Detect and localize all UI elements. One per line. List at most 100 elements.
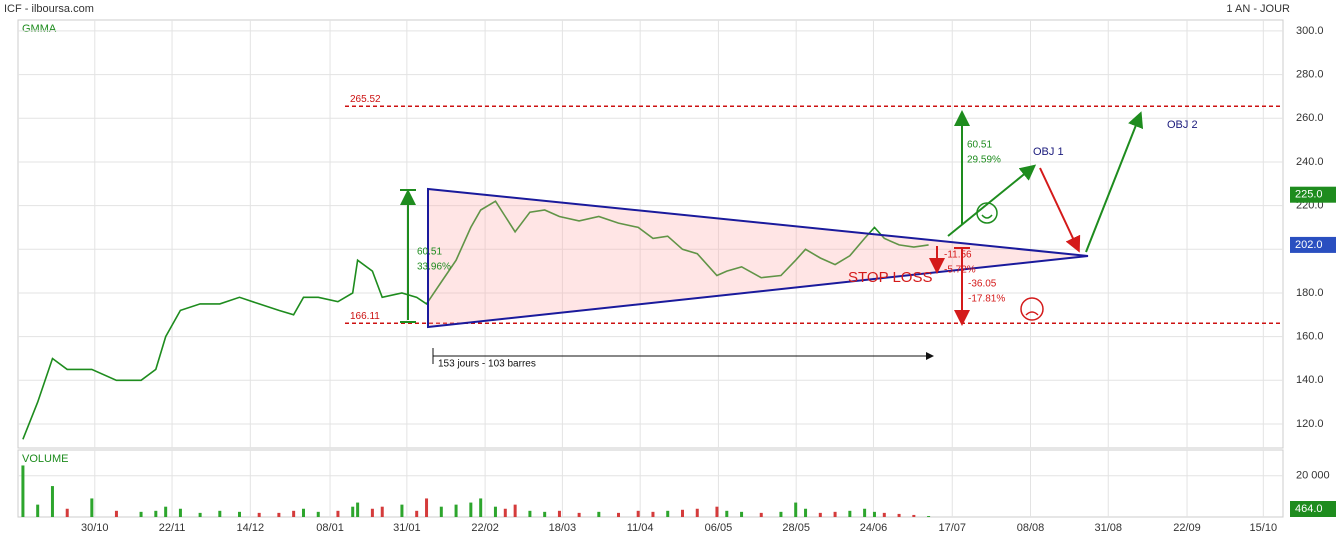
price-tag-label: 225.0 <box>1295 189 1323 201</box>
stop-loss-label: STOP LOSS <box>848 269 933 286</box>
volume-bar <box>90 498 94 517</box>
y-tick-label: 120.0 <box>1296 418 1324 430</box>
level-label: 265.52 <box>350 94 381 105</box>
x-tick-label: 24/06 <box>860 522 888 534</box>
smiley <box>981 214 993 219</box>
volume-bar <box>336 510 340 517</box>
volume-bar <box>666 510 670 517</box>
x-tick-label: 30/10 <box>81 522 109 534</box>
volume-bar <box>651 511 655 517</box>
volume-bar <box>439 506 443 517</box>
price-line <box>22 200 929 440</box>
x-tick-label: 18/03 <box>549 522 577 534</box>
volume-bar <box>178 508 182 517</box>
volume-bar <box>292 510 296 517</box>
volume-bar <box>237 511 241 517</box>
x-tick-label: 31/01 <box>393 522 421 534</box>
volume-bar <box>454 504 458 517</box>
annotations: 60.51 33.96% 153 jours - 103 barres 60.5… <box>400 110 1198 370</box>
x-tick-label: 11/04 <box>627 522 654 534</box>
volume-bar <box>21 465 25 517</box>
volume-bar <box>493 506 497 517</box>
volume-bar <box>715 506 719 517</box>
y-tick-label: 300.0 <box>1296 25 1324 37</box>
volume-bar <box>543 511 547 517</box>
volume-bar <box>218 510 222 517</box>
volume-bar <box>617 512 621 517</box>
plot: 30/10 22/11 14/12 08/01 31/01 22/02 18/03 11/04… <box>18 20 1336 534</box>
level-label: 166.11 <box>350 311 380 322</box>
annotation: 60.51 <box>417 247 442 258</box>
arrow <box>1039 167 1081 253</box>
volume-bar <box>740 511 744 517</box>
volume-bar <box>503 508 507 517</box>
x-tick-label: 08/01 <box>316 522 344 534</box>
volume-panel <box>17 449 1284 518</box>
x-tick-label: 22/02 <box>471 522 499 534</box>
frown <box>1020 297 1044 321</box>
price-panel <box>17 19 1284 449</box>
price-tag <box>1290 236 1336 253</box>
volume-bar <box>370 508 374 517</box>
volume-bar <box>425 498 429 517</box>
panel-label: GMMA <box>22 23 57 35</box>
volume-label: VOLUME <box>22 453 68 465</box>
volume-bar <box>380 506 384 517</box>
volume-bar <box>50 486 54 517</box>
volume-bar <box>833 511 837 517</box>
volume-bar <box>257 512 261 517</box>
frown <box>1025 311 1039 316</box>
annotation: -17.81% <box>968 294 1005 305</box>
x-tick-label: 14/12 <box>237 522 265 534</box>
volume-bar <box>882 512 886 517</box>
chart-subtitle: 1 AN - JOUR <box>1226 3 1290 15</box>
x-tick-label: 22/11 <box>159 522 186 534</box>
frame <box>17 19 1284 518</box>
volume-bar <box>164 506 168 517</box>
annotation: 33.96% <box>417 262 451 273</box>
volume-bar <box>597 511 601 517</box>
arrow <box>947 164 1037 237</box>
annotation: -11.56 <box>944 250 972 261</box>
volume-bar <box>154 510 158 517</box>
volume-tag <box>1290 501 1336 517</box>
y-tick-label: 140.0 <box>1296 374 1324 386</box>
y-tick-label: 20 000 <box>1296 470 1330 482</box>
volume-bar <box>848 510 852 517</box>
y-tick-label: 160.0 <box>1296 331 1324 343</box>
chart-title: ICF - ilboursa.com <box>4 3 94 15</box>
price-tag-label: 202.0 <box>1295 239 1323 251</box>
volume-bar <box>36 504 40 517</box>
annotation: 153 jours - 103 barres <box>438 359 536 370</box>
volume-bar <box>65 508 69 517</box>
y-tick-label: 280.0 <box>1296 68 1324 80</box>
x-tick-label: 22/09 <box>1173 522 1201 534</box>
volume-bar <box>301 508 305 517</box>
volume-bar <box>198 512 202 517</box>
volume-bar <box>114 510 118 517</box>
x-tick-label: 28/05 <box>782 522 810 534</box>
annotation: -5.72% <box>944 265 976 276</box>
x-tick-label: 15/10 <box>1250 522 1278 534</box>
volume-bar <box>927 516 931 517</box>
volume-bar <box>469 502 473 517</box>
volume-bar <box>680 509 684 517</box>
volume-bar <box>316 511 320 517</box>
volume-bar <box>897 513 901 517</box>
volume-bar <box>779 511 783 517</box>
volume-bar <box>528 510 532 517</box>
volume-bar <box>277 512 281 517</box>
annotation: -36.05 <box>968 279 997 290</box>
triangle <box>427 187 1089 329</box>
x-tick-label: 08/08 <box>1017 522 1045 534</box>
volume-bar <box>356 502 360 517</box>
volume-bar <box>804 508 808 517</box>
annotation: 60.51 <box>967 140 992 151</box>
y-tick-label: 260.0 <box>1296 112 1324 124</box>
volume-bar <box>400 504 404 517</box>
volume-bar <box>872 511 876 517</box>
arrow <box>1085 111 1144 253</box>
annotation: OBJ 1 <box>1033 146 1064 158</box>
volume-bar <box>794 502 798 517</box>
volume-bar <box>415 510 419 517</box>
